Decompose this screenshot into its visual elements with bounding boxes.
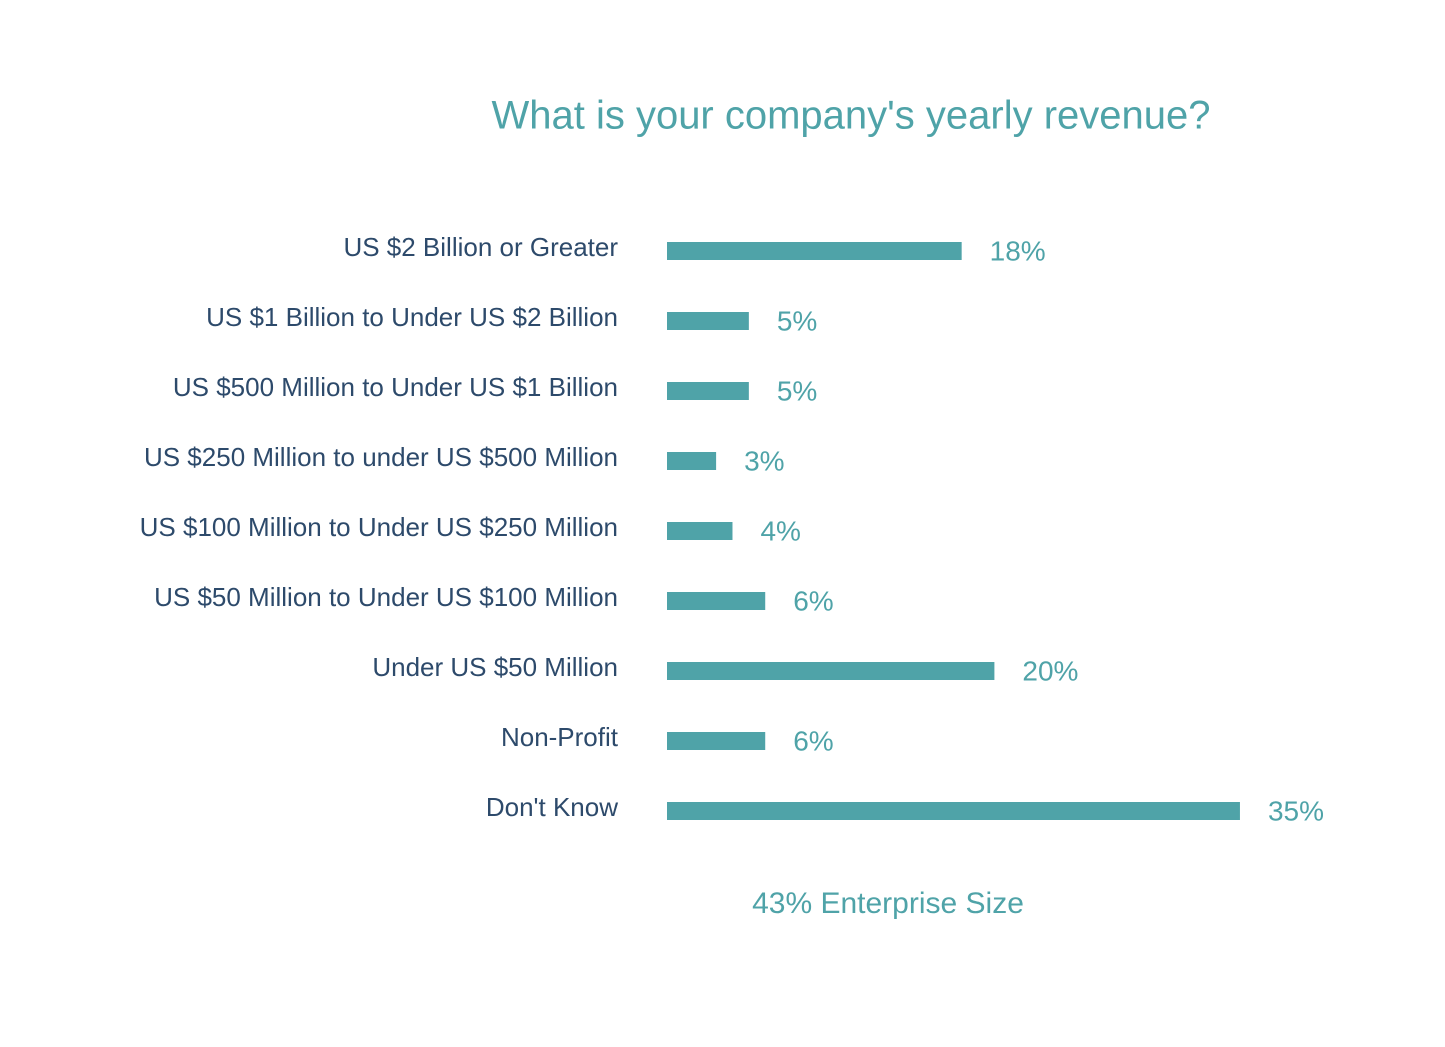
chart-title: What is your company's yearly revenue? (491, 94, 1210, 138)
bar (667, 802, 1240, 820)
value-label: 6% (793, 725, 833, 756)
category-label: US $100 Million to Under US $250 Million (140, 512, 618, 542)
category-label: US $2 Billion or Greater (343, 232, 618, 262)
category-label: US $250 Million to under US $500 Million (144, 442, 618, 472)
value-label: 5% (777, 305, 817, 336)
value-label: 5% (777, 375, 817, 406)
value-label: 4% (760, 515, 800, 546)
value-label: 20% (1022, 655, 1078, 686)
bar (667, 662, 995, 680)
bar (667, 382, 749, 400)
value-label: 35% (1268, 795, 1324, 826)
value-label: 6% (793, 585, 833, 616)
category-label: Don't Know (486, 792, 618, 822)
value-label: 18% (990, 235, 1046, 266)
category-label: Under US $50 Million (372, 652, 618, 682)
bar (667, 242, 962, 260)
bar (667, 452, 717, 470)
bar (667, 592, 766, 610)
category-label: US $1 Billion to Under US $2 Billion (206, 302, 618, 332)
bar (667, 312, 749, 330)
value-label: 3% (744, 445, 784, 476)
bar (667, 732, 766, 750)
category-label: US $50 Million to Under US $100 Million (154, 582, 618, 612)
category-label: Non-Profit (501, 722, 619, 752)
category-label: US $500 Million to Under US $1 Billion (173, 372, 618, 402)
bar (667, 522, 733, 540)
annotation: 43% Enterprise Size (752, 887, 1024, 920)
